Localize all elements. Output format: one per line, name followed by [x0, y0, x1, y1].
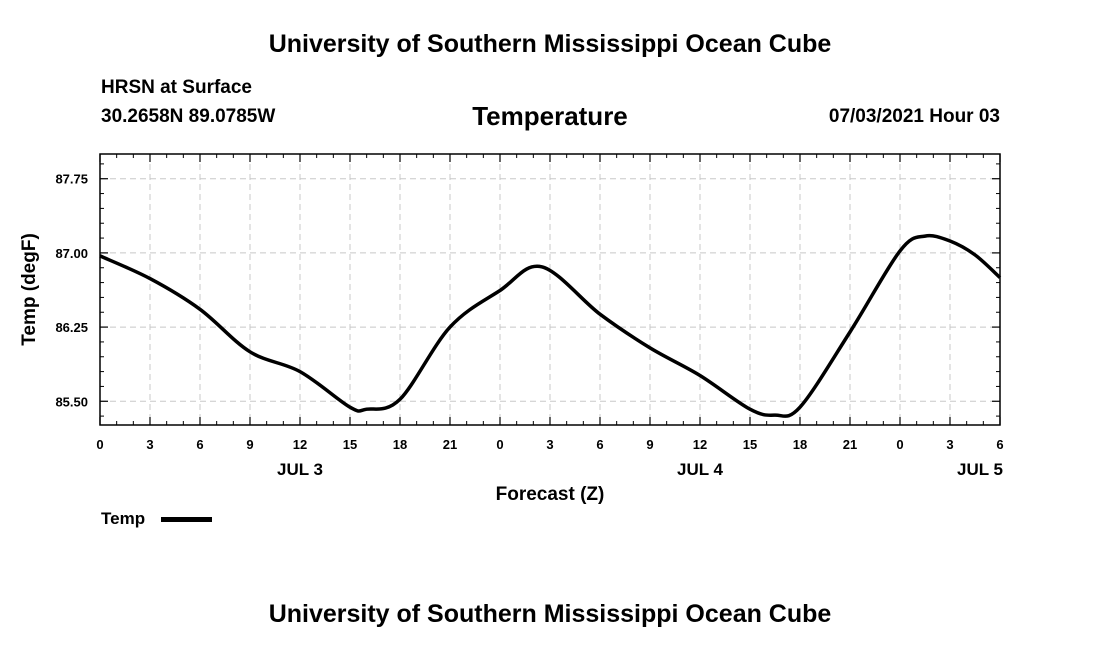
- x-tick-label: 0: [496, 437, 503, 452]
- y-tick-label: 87.75: [55, 172, 88, 187]
- day-label: JUL 5: [957, 460, 1003, 479]
- x-tick-label: 0: [96, 437, 103, 452]
- x-tick-label: 9: [646, 437, 653, 452]
- x-tick-label: 12: [293, 437, 307, 452]
- footer-title: University of Southern Mississippi Ocean…: [268, 600, 832, 628]
- x-tick-label: 18: [793, 437, 807, 452]
- axis-labels: 0 3 6 9 12 15 18 21 0 3 6 9 12 15 18 21 0 3 6 85.50 86.25 87.…: [55, 172, 1003, 479]
- x-tick-label: 6: [596, 437, 603, 452]
- legend-swatch: [161, 517, 212, 522]
- forecast-datetime: 07/03/2021 Hour 03: [828, 106, 1000, 127]
- y-tick-label: 86.25: [55, 320, 88, 335]
- x-tick-label: 12: [693, 437, 707, 452]
- x-tick-label: 6: [196, 437, 203, 452]
- y-tick-label: 87.00: [55, 246, 88, 261]
- page-title: University of Southern Mississippi Ocean…: [268, 30, 832, 58]
- x-tick-label: 15: [343, 437, 357, 452]
- x-tick-label: 3: [146, 437, 153, 452]
- y-tick-label: 85.50: [55, 394, 88, 409]
- x-axis-title: Forecast (Z): [496, 484, 605, 505]
- x-tick-label: 3: [546, 437, 553, 452]
- legend-label: Temp: [101, 509, 146, 528]
- day-label: JUL 3: [277, 460, 323, 479]
- x-tick-label: 18: [393, 437, 407, 452]
- x-tick-label: 21: [843, 437, 857, 452]
- x-tick-label: 6: [996, 437, 1003, 452]
- x-tick-label: 15: [743, 437, 757, 452]
- x-tick-label: 0: [896, 437, 903, 452]
- station-coordinates: 30.2658N 89.0785W: [101, 106, 276, 127]
- station-label: HRSN at Surface: [101, 77, 252, 98]
- series-layer: [99, 233, 1002, 418]
- x-tick-label: 3: [946, 437, 953, 452]
- x-tick-label: 9: [246, 437, 253, 452]
- day-label: JUL 4: [677, 460, 724, 479]
- chart-title: Temperature: [472, 101, 628, 131]
- y-axis-title: Temp (degF): [19, 233, 40, 346]
- x-tick-label: 21: [443, 437, 457, 452]
- ticks: [99, 154, 1001, 425]
- grid: [100, 154, 1000, 425]
- series-line-temp: [99, 233, 1002, 418]
